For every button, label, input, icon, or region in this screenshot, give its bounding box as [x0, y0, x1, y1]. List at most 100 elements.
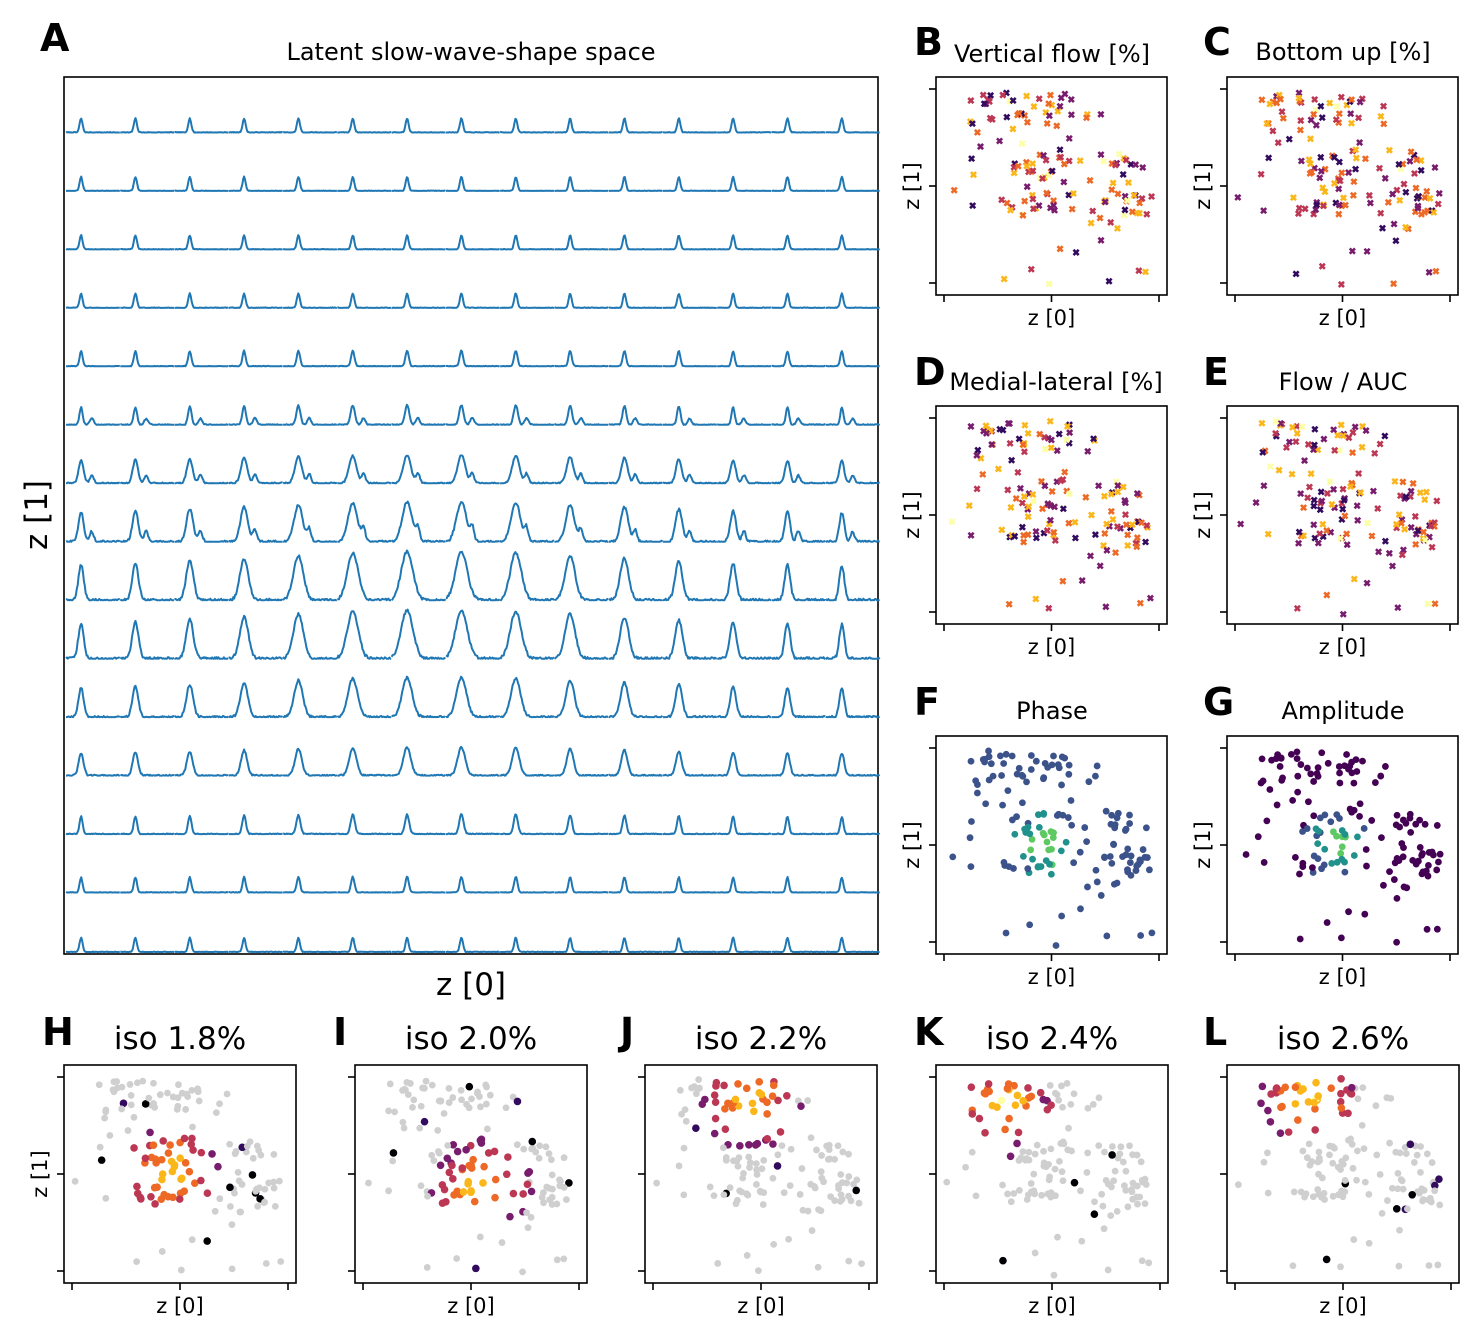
panel-a-ylabel: z [1] — [19, 480, 55, 550]
scatter-point — [1024, 531, 1032, 539]
scatter-point — [1014, 162, 1022, 170]
wave-trace-r8-c2 — [173, 559, 229, 602]
scatter-point — [1138, 195, 1146, 203]
scatter-point — [799, 1206, 807, 1214]
wave-trace-r3-c12 — [716, 292, 772, 309]
scatter-point — [1066, 429, 1074, 437]
scatter-point — [1110, 841, 1118, 849]
scatter-point — [1423, 187, 1431, 195]
scatter-point — [1385, 146, 1393, 154]
wave-trace-r0-c13 — [771, 117, 826, 134]
scatter-point — [1308, 168, 1316, 176]
scatter-point — [184, 1093, 192, 1101]
scatter-point — [1395, 160, 1403, 168]
wave-trace-r0-c5 — [337, 117, 392, 134]
scatter-point — [1017, 1154, 1025, 1162]
scatter-point — [814, 1263, 822, 1271]
scatter-point — [968, 155, 976, 163]
scatter-point — [1311, 425, 1319, 433]
scatter-point — [1093, 762, 1101, 770]
scatter-point — [1301, 457, 1309, 465]
scatter-point — [1399, 853, 1407, 861]
scatter-point — [459, 1188, 468, 1196]
scatter-point — [1412, 860, 1420, 868]
scatter-point — [1335, 185, 1343, 193]
wave-trace-r8-c11 — [662, 560, 718, 602]
scatter-point — [1353, 502, 1361, 510]
scatter-point — [523, 1209, 530, 1217]
scatter-point — [1359, 1084, 1367, 1092]
wave-trace-r11-c13 — [770, 752, 826, 777]
scatter-point — [1054, 107, 1062, 115]
scatter-point — [1104, 1266, 1112, 1274]
scatter-point — [1390, 876, 1398, 883]
scatter-point — [1061, 468, 1069, 476]
scatter-point — [385, 1187, 392, 1195]
wave-trace-r10-c14 — [825, 687, 881, 719]
scatter-point — [270, 1184, 278, 1192]
scatter-point — [1392, 1205, 1401, 1213]
scatter-point — [1368, 817, 1376, 824]
scatter-point — [773, 1162, 782, 1170]
scatter-point — [1386, 1139, 1394, 1147]
scatter-point — [985, 776, 993, 784]
wave-trace-r10-c5 — [336, 676, 392, 719]
scatter-point — [696, 1084, 703, 1092]
wave-trace-r0-c12 — [716, 117, 772, 134]
wave-trace-r6-c6 — [391, 454, 447, 485]
scatter-point — [1263, 120, 1271, 128]
scatter-point — [520, 1145, 528, 1153]
scatter-point — [1399, 1185, 1407, 1193]
wave-trace-r1-c6 — [391, 176, 446, 192]
scatter-point — [1010, 1190, 1018, 1197]
scatter-point — [653, 1179, 661, 1187]
scatter-point — [1395, 511, 1403, 519]
scatter-point — [1042, 1163, 1050, 1171]
scatter-point — [1354, 516, 1362, 524]
scatter-point — [277, 1258, 285, 1265]
panel-g-plot: z [0] z [1] — [1191, 735, 1459, 989]
scatter-point — [967, 1083, 976, 1091]
scatter-point — [1334, 1191, 1342, 1199]
scatter-point — [1330, 426, 1338, 434]
scatter-point — [1422, 488, 1430, 496]
scatter-point — [973, 485, 981, 493]
wave-trace-r8-c12 — [716, 563, 772, 602]
scatter-point — [1113, 224, 1121, 232]
scatter-point — [1068, 821, 1076, 829]
scatter-point — [1376, 1171, 1384, 1178]
panel-b-plot: z [0] z [1] — [900, 76, 1168, 330]
scatter-point — [1426, 194, 1434, 202]
scatter-point — [1067, 95, 1075, 104]
scatter-point — [688, 1084, 695, 1092]
scatter-point — [1418, 852, 1426, 859]
wave-trace-r11-c0 — [65, 752, 121, 777]
scatter-point — [1316, 530, 1324, 538]
scatter-point — [807, 1134, 815, 1142]
scatter-point — [1336, 177, 1344, 185]
scatter-point — [1339, 505, 1347, 513]
scatter-point — [998, 772, 1005, 779]
scatter-point — [774, 1096, 782, 1105]
scatter-point — [1138, 1257, 1146, 1265]
scatter-point — [820, 1178, 827, 1186]
scatter-point — [226, 1183, 234, 1192]
scatter-point — [417, 1182, 425, 1190]
scatter-point — [1319, 202, 1328, 210]
scatter-point — [1010, 169, 1018, 177]
scatter-point — [1274, 139, 1282, 147]
panel-l-title: iso 2.6% — [1277, 1021, 1409, 1057]
scatter-point — [1003, 113, 1011, 121]
wave-trace-r5-c13 — [771, 406, 826, 426]
scatter-point — [438, 1199, 447, 1207]
scatter-point — [1390, 280, 1398, 288]
scatter-point — [808, 1227, 816, 1234]
scatter-point — [1402, 223, 1410, 231]
scatter-point — [981, 1089, 990, 1098]
scatter-point — [502, 1104, 510, 1112]
scatter-point — [187, 1140, 196, 1149]
scatter-point — [1318, 262, 1326, 270]
scatter-point — [1093, 878, 1101, 886]
scatter-point — [720, 1191, 728, 1199]
